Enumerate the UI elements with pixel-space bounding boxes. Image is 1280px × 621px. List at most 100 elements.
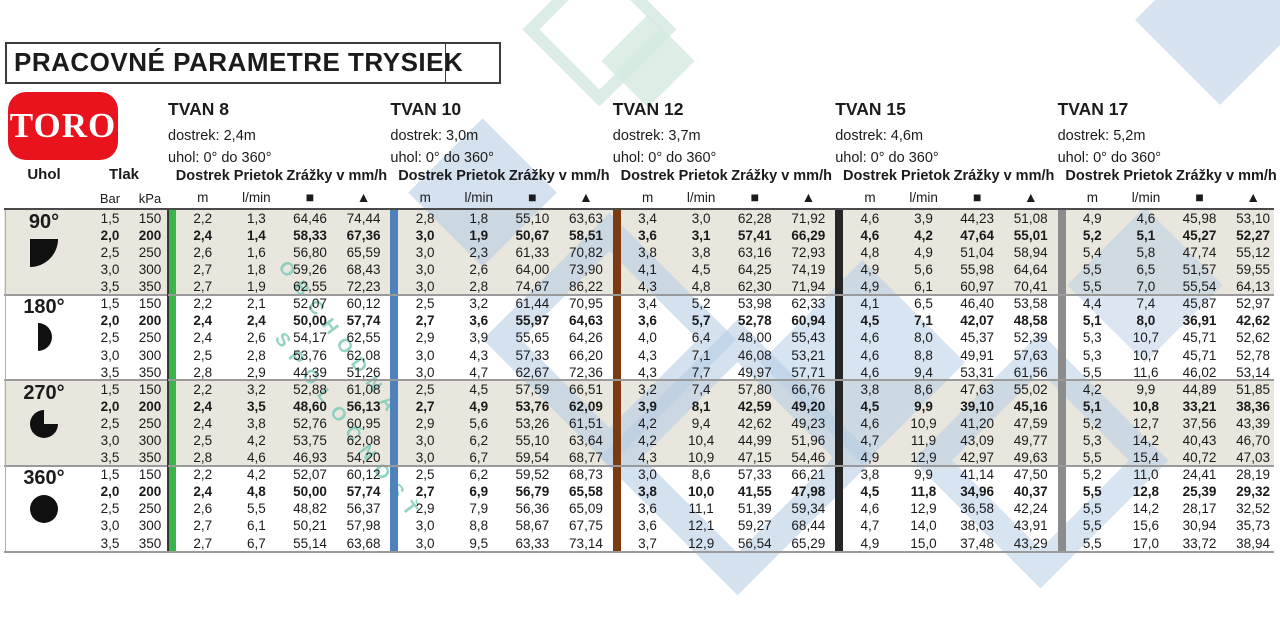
nozzle-name-tvan-10: TVAN 10 [390,99,462,119]
table-cell: 50,00 [293,484,327,500]
table-cell: 6,2 [469,433,489,449]
table-cell: 37,56 [1182,415,1217,431]
table-cell: 4,5 [860,313,880,329]
table-cell: 5,5 [1082,518,1102,534]
table-cell: 59,34 [791,501,826,517]
table-cell: 2,8 [193,364,213,380]
table-cell: 4,6 [860,330,880,346]
table-cell: 43,91 [1013,518,1048,534]
table-cell: 62,09 [569,398,603,414]
table-cell: 44,89 [1182,381,1217,397]
nozzle-name-tvan-15: TVAN 15 [835,99,906,119]
table-cell: 74,44 [346,210,381,226]
table-cell: 3,0 [415,450,435,466]
table-cell: 53,76 [293,347,327,363]
table-cell: 72,93 [791,244,826,260]
table-cell: 3,6 [469,313,489,329]
table-cell: 6,9 [469,484,489,500]
table-cell: 2,6 [193,501,213,517]
table-cell: 12,7 [1132,415,1160,431]
table-cell: 59,27 [737,518,772,534]
table-cell: 30,94 [1182,518,1217,534]
group-separator-line [4,379,1274,381]
nozzle-dostrek-tvan-12: dostrek: 3,7m [612,128,701,144]
angle-label: 180° [23,296,65,319]
angle-label: 90° [28,211,60,233]
table-cell: 86,22 [569,279,603,295]
table-cell: 66,20 [569,347,603,363]
table-cell: 2,4 [193,227,213,243]
table-cell: 66,76 [791,381,826,397]
triangle-symbol-icon: ▲ [579,189,593,205]
table-cell: 56,80 [293,244,327,260]
nozzle-headers: TVAN 8 dostrek: 2,4m uhol: 0° do 360° Dostr… [0,0,1280,210]
table-cell: 3,0 [415,535,435,551]
table-cell: 53,75 [293,433,327,449]
table-cell: 4,3 [638,450,657,466]
table-cell: 57,74 [346,313,381,329]
table-cell: 64,63 [569,313,603,329]
table-cell: 3,0 [415,518,435,534]
table-cell: 45,27 [1182,227,1217,243]
table-cell: 4,6 [860,501,880,517]
pressure-kpa-cell: 300 [138,433,162,449]
table-cell: 11,0 [1133,467,1159,483]
table-cell: 33,21 [1182,398,1217,414]
table-cell: 2,2 [193,467,213,483]
pressure-kpa-cell: 250 [138,330,162,346]
table-cell: 5,5 [1082,279,1102,295]
table-cell: 64,00 [515,262,550,278]
table-cell: 11,8 [910,484,937,500]
table-cell: 47,03 [1236,450,1270,466]
table-cell: 44,39 [293,364,327,380]
unit-m: m [864,190,876,205]
table-cell: 9,4 [691,415,711,431]
table-cell: 3,4 [638,296,657,312]
col-header-kpa: kPa [138,191,162,206]
pressure-kpa-cell: 150 [138,381,162,397]
table-cell: 2,4 [247,313,266,329]
table-cell: 1,8 [247,262,266,278]
table-cell: 63,64 [569,433,603,449]
pressure-bar-cell: 2,5 [100,501,120,517]
pressure-bar-cell: 2,0 [100,484,120,500]
table-cell: 47,59 [1013,415,1048,431]
table-cell: 5,5 [1082,262,1102,278]
table-cell: 4,3 [638,347,657,363]
table-cell: 5,5 [1082,501,1102,517]
table-cell: 4,5 [860,484,880,500]
table-cell: 3,8 [691,244,711,260]
table-cell: 5,6 [469,415,489,431]
table-cell: 1,9 [247,279,266,295]
table-cell: 6,5 [914,296,933,312]
table-cell: 1,8 [469,210,489,226]
table-cell: 3,8 [860,467,880,483]
nozzle-name-tvan-8: TVAN 8 [168,99,229,119]
table-top-line [4,208,1274,210]
table-cell: 1,3 [247,210,266,226]
table-cell: 8,0 [914,330,933,346]
table-cell: 65,59 [346,244,381,260]
col-header-prietok: Prietok [901,168,951,184]
table-cell: 72,36 [569,364,603,380]
pressure-kpa-cell: 250 [138,415,162,431]
table-cell: 65,29 [791,535,826,551]
table-cell: 2,4 [193,398,213,414]
table-cell: 3,5 [247,398,266,414]
table-cell: 58,51 [569,227,603,243]
table-cell: 63,68 [346,535,381,551]
table-cell: 2,9 [247,364,266,380]
table-cell: 5,5 [1082,364,1102,380]
pressure-kpa-cell: 250 [138,501,162,517]
table-cell: 55,97 [515,313,550,329]
table-cell: 47,74 [1182,244,1217,260]
col-header-zrazky: Zrážky v mm/h [953,168,1055,184]
table-cell: 51,26 [346,364,381,380]
table-cell: 25,39 [1182,484,1217,500]
table-cell: 52,07 [293,296,327,312]
table-cell: 60,97 [960,279,994,295]
table-cell: 46,70 [1236,433,1270,449]
table-cell: 8,8 [914,347,933,363]
table-cell: 4,2 [247,467,266,483]
table-cell: 35,73 [1236,518,1270,534]
